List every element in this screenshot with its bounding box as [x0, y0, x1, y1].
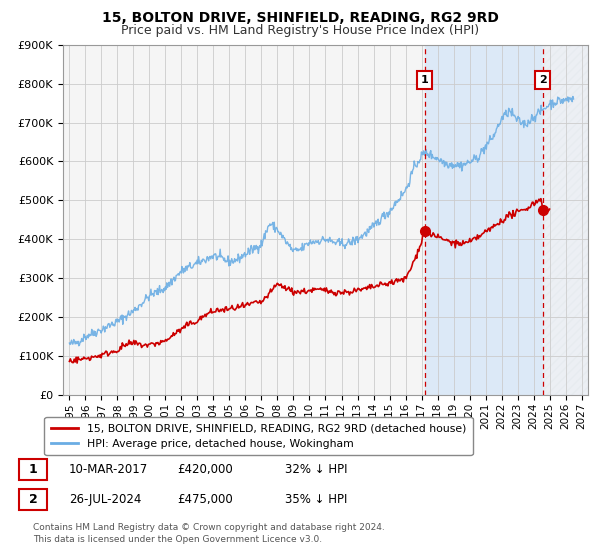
Bar [543, 45, 600, 395]
Text: 35% ↓ HPI: 35% ↓ HPI [285, 493, 347, 506]
Bar [543, 45, 600, 395]
Text: 2: 2 [29, 493, 37, 506]
Text: 10-MAR-2017: 10-MAR-2017 [69, 463, 148, 476]
Text: 15, BOLTON DRIVE, SHINFIELD, READING, RG2 9RD: 15, BOLTON DRIVE, SHINFIELD, READING, RG… [101, 11, 499, 25]
Text: 26-JUL-2024: 26-JUL-2024 [69, 493, 142, 506]
Legend: 15, BOLTON DRIVE, SHINFIELD, READING, RG2 9RD (detached house), HPI: Average pri: 15, BOLTON DRIVE, SHINFIELD, READING, RG… [44, 417, 473, 455]
Text: Price paid vs. HM Land Registry's House Price Index (HPI): Price paid vs. HM Land Registry's House … [121, 24, 479, 36]
Text: £420,000: £420,000 [177, 463, 233, 476]
Text: 1: 1 [29, 463, 37, 476]
Text: Contains HM Land Registry data © Crown copyright and database right 2024.: Contains HM Land Registry data © Crown c… [33, 523, 385, 532]
Bar [543, 45, 600, 395]
Bar [425, 45, 543, 395]
Text: 2: 2 [539, 75, 547, 85]
Text: This data is licensed under the Open Government Licence v3.0.: This data is licensed under the Open Gov… [33, 535, 322, 544]
Text: £475,000: £475,000 [177, 493, 233, 506]
Text: 32% ↓ HPI: 32% ↓ HPI [285, 463, 347, 476]
Text: 1: 1 [421, 75, 428, 85]
